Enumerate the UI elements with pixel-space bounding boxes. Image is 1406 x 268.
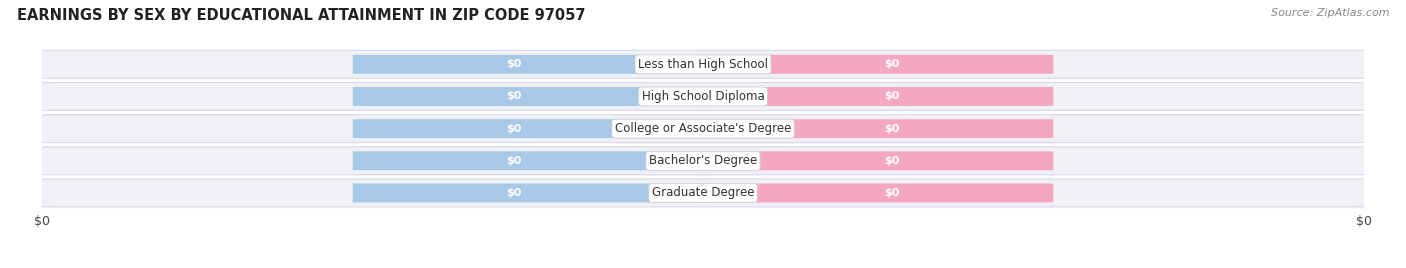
FancyBboxPatch shape [696, 55, 1053, 74]
Text: $0: $0 [884, 188, 900, 198]
Text: $0: $0 [506, 124, 522, 134]
FancyBboxPatch shape [353, 184, 710, 202]
Text: Graduate Degree: Graduate Degree [652, 187, 754, 199]
Text: $0: $0 [506, 188, 522, 198]
FancyBboxPatch shape [353, 119, 710, 138]
FancyBboxPatch shape [35, 179, 1371, 207]
Text: $0: $0 [884, 91, 900, 102]
Text: $0: $0 [506, 156, 522, 166]
Text: Less than High School: Less than High School [638, 58, 768, 71]
FancyBboxPatch shape [696, 184, 1053, 202]
FancyBboxPatch shape [696, 151, 1053, 170]
FancyBboxPatch shape [353, 151, 710, 170]
Text: EARNINGS BY SEX BY EDUCATIONAL ATTAINMENT IN ZIP CODE 97057: EARNINGS BY SEX BY EDUCATIONAL ATTAINMEN… [17, 8, 585, 23]
Text: Bachelor's Degree: Bachelor's Degree [650, 154, 756, 167]
FancyBboxPatch shape [35, 83, 1371, 110]
Text: High School Diploma: High School Diploma [641, 90, 765, 103]
FancyBboxPatch shape [696, 119, 1053, 138]
Text: $0: $0 [506, 59, 522, 69]
Text: College or Associate's Degree: College or Associate's Degree [614, 122, 792, 135]
Text: $0: $0 [884, 124, 900, 134]
Text: $0: $0 [884, 156, 900, 166]
FancyBboxPatch shape [35, 115, 1371, 143]
FancyBboxPatch shape [353, 55, 710, 74]
FancyBboxPatch shape [35, 147, 1371, 175]
Text: $0: $0 [884, 59, 900, 69]
Text: Source: ZipAtlas.com: Source: ZipAtlas.com [1271, 8, 1389, 18]
FancyBboxPatch shape [35, 50, 1371, 78]
Text: $0: $0 [506, 91, 522, 102]
FancyBboxPatch shape [353, 87, 710, 106]
FancyBboxPatch shape [696, 87, 1053, 106]
